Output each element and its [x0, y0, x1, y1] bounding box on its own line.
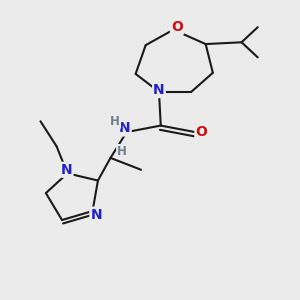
Text: N: N	[90, 208, 102, 222]
Text: H: H	[117, 145, 127, 158]
Text: O: O	[171, 20, 183, 34]
Text: N: N	[119, 122, 131, 136]
Text: N: N	[61, 163, 73, 177]
Text: N: N	[153, 83, 165, 97]
Text: O: O	[195, 125, 207, 139]
Text: H: H	[110, 115, 120, 128]
